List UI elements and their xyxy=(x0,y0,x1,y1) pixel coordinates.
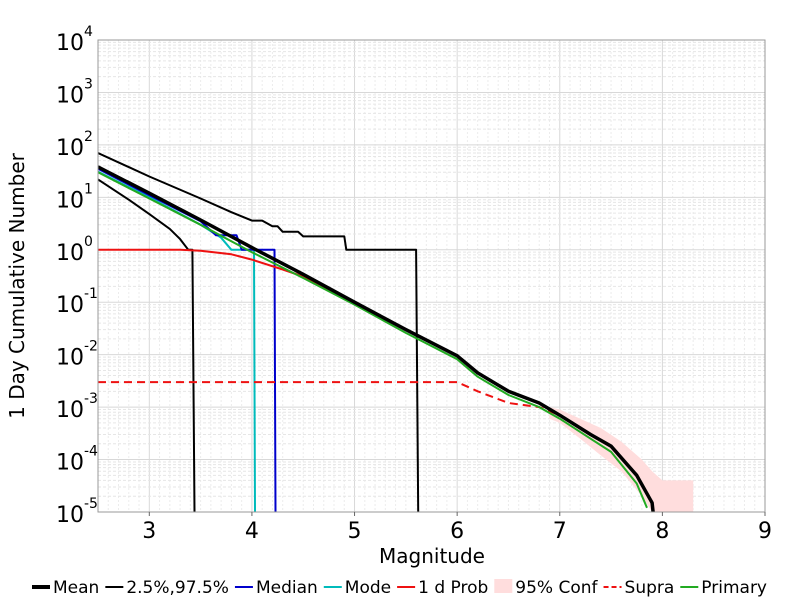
x-tick-label: 9 xyxy=(758,519,772,544)
y-tick-label: 101 xyxy=(56,181,93,213)
series-primary xyxy=(98,171,648,509)
y-tick-label: 10-4 xyxy=(56,444,98,476)
legend-item-median: Median xyxy=(234,578,318,598)
series-2-5-97-5 xyxy=(98,152,420,512)
legend-label: Primary xyxy=(701,578,767,598)
series-line-2-5-97-5 xyxy=(98,152,420,512)
y-tick-label: 102 xyxy=(56,129,93,161)
series-mean xyxy=(98,165,655,512)
x-tick-label: 5 xyxy=(348,519,362,544)
legend-item-supra: Supra xyxy=(603,578,675,598)
y-tick-label: 10-3 xyxy=(56,391,98,423)
y-tick-label: 10-1 xyxy=(56,286,98,318)
series-layer xyxy=(98,152,694,512)
legend-swatch xyxy=(494,579,513,593)
plot-frame xyxy=(97,39,766,513)
series-line-primary xyxy=(98,171,648,509)
legend-item-2-5-97-5: 2.5%,97.5% xyxy=(105,578,229,598)
x-tick-label: 3 xyxy=(142,519,156,544)
legend-item-95-conf: 95% Conf xyxy=(494,578,599,598)
legend-label: Mode xyxy=(345,578,391,598)
legend-item-1-d-prob: 1 d Prob xyxy=(397,578,488,598)
x-tick-label: 6 xyxy=(450,519,464,544)
legend-label: 95% Conf xyxy=(515,578,598,598)
grid xyxy=(97,40,766,513)
x-tick-label: 4 xyxy=(245,519,259,544)
x-tick-label: 7 xyxy=(553,519,567,544)
legend-item-primary: Primary xyxy=(680,578,767,598)
y-tick-label: 100 xyxy=(56,234,93,266)
axes: 3 4 5 6 7 8 9 10-5 10-4 10-3 10-2 10-1 100 101 102 103 1… xyxy=(56,24,772,544)
y-tick-label: 103 xyxy=(56,76,93,108)
legend-item-mode: Mode xyxy=(323,578,391,598)
legend-label: Mean xyxy=(53,578,99,598)
y-tick-label: 104 xyxy=(56,24,93,56)
y-axis-label: 1 Day Cumulative Number xyxy=(5,152,29,419)
legend-label: Supra xyxy=(625,578,675,598)
legend-label: Median xyxy=(256,578,318,598)
series-line-mean xyxy=(98,165,655,512)
x-axis-label: Magnitude xyxy=(379,544,485,568)
x-tick-label: 8 xyxy=(655,519,669,544)
y-tick-label: 10-5 xyxy=(56,496,98,528)
legend: Mean 2.5%,97.5% Median Mode 1 d Prob 95% Conf… xyxy=(32,578,767,598)
legend-label: 1 d Prob xyxy=(418,578,488,598)
legend-label: 2.5%,97.5% xyxy=(126,578,229,598)
y-tick-label: 10-2 xyxy=(56,339,98,371)
legend-item-mean: Mean xyxy=(32,578,99,598)
